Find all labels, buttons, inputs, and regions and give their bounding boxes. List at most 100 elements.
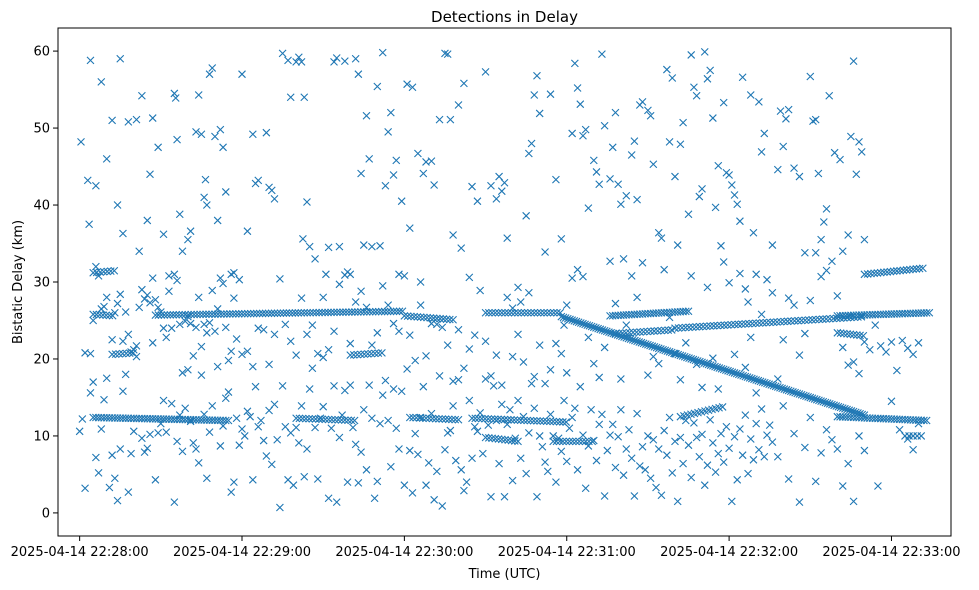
data-point xyxy=(332,498,341,507)
data-point xyxy=(143,291,152,299)
data-point xyxy=(389,385,398,393)
data-point xyxy=(140,295,149,303)
data-point xyxy=(570,59,579,68)
data-point xyxy=(121,370,130,379)
data-point xyxy=(594,324,603,333)
data-point xyxy=(832,402,841,410)
data-point xyxy=(611,108,620,117)
data-point xyxy=(592,168,601,176)
data-point xyxy=(86,388,95,397)
data-point xyxy=(797,390,806,399)
data-point xyxy=(828,435,836,444)
data-point xyxy=(745,373,754,382)
data-point xyxy=(422,481,430,490)
data-point xyxy=(854,409,862,417)
data-point xyxy=(703,74,712,83)
data-point xyxy=(524,288,533,297)
data-point xyxy=(681,323,690,332)
data-point xyxy=(836,403,845,412)
data-point xyxy=(374,307,383,316)
data-point xyxy=(470,331,479,339)
data-point xyxy=(295,414,304,423)
data-point xyxy=(759,318,767,327)
data-point xyxy=(799,391,808,400)
data-point xyxy=(581,320,590,329)
data-point xyxy=(170,270,179,279)
data-point xyxy=(741,363,750,372)
data-point xyxy=(574,318,583,327)
data-point xyxy=(371,307,380,316)
data-point xyxy=(380,307,389,316)
data-point xyxy=(506,405,514,414)
data-point xyxy=(822,315,831,323)
data-point xyxy=(855,369,863,378)
data-point xyxy=(151,311,160,319)
data-point xyxy=(838,343,847,352)
data-point xyxy=(194,458,203,467)
data-point xyxy=(251,382,260,391)
data-point xyxy=(102,374,111,383)
data-point xyxy=(605,328,613,337)
data-point xyxy=(194,293,203,302)
y-tick-label: 10 xyxy=(33,429,50,444)
data-point xyxy=(730,369,739,377)
data-point xyxy=(497,308,506,317)
data-point xyxy=(711,203,720,212)
data-point xyxy=(175,310,184,319)
data-point xyxy=(598,50,606,59)
data-point xyxy=(481,414,489,423)
data-point xyxy=(856,409,864,418)
data-point xyxy=(819,397,828,406)
data-point xyxy=(670,349,678,358)
data-point xyxy=(294,53,303,62)
data-point xyxy=(460,364,468,373)
data-point xyxy=(699,322,708,331)
data-point xyxy=(546,308,555,317)
data-point xyxy=(766,318,774,327)
data-point xyxy=(490,415,499,424)
data-point xyxy=(698,184,706,193)
data-point xyxy=(259,325,268,334)
data-point xyxy=(497,381,506,390)
data-point xyxy=(616,200,625,209)
data-point xyxy=(579,131,587,140)
data-point xyxy=(581,484,590,493)
data-point xyxy=(639,339,648,348)
data-point xyxy=(692,323,700,331)
data-point xyxy=(276,275,284,283)
data-point xyxy=(197,371,206,380)
data-point xyxy=(802,392,810,401)
data-point xyxy=(350,308,359,316)
data-point xyxy=(254,324,263,333)
data-point xyxy=(661,346,670,355)
data-point xyxy=(192,323,200,332)
data-point xyxy=(381,181,390,190)
data-point xyxy=(305,385,314,393)
data-point xyxy=(211,132,219,141)
data-point xyxy=(494,435,503,443)
x-tick-label: 2025-04-14 22:31:00 xyxy=(498,545,636,560)
data-point xyxy=(432,320,441,329)
data-point xyxy=(232,414,241,423)
data-point xyxy=(833,328,842,337)
data-point xyxy=(376,241,384,250)
data-point xyxy=(507,415,515,424)
data-point xyxy=(812,395,821,404)
data-point xyxy=(169,310,178,319)
data-point xyxy=(330,308,338,317)
data-point xyxy=(543,308,552,317)
data-point xyxy=(773,383,782,391)
data-point xyxy=(748,319,757,328)
data-point xyxy=(465,396,474,405)
data-point xyxy=(254,422,263,431)
data-point xyxy=(583,321,592,329)
data-point xyxy=(468,414,476,423)
data-point xyxy=(503,293,512,302)
data-point xyxy=(140,448,149,456)
data-point xyxy=(454,325,463,334)
data-point xyxy=(342,308,350,317)
y-tick-label: 50 xyxy=(33,122,50,137)
data-point xyxy=(779,335,788,344)
data-point xyxy=(706,361,715,370)
data-point xyxy=(815,396,823,405)
